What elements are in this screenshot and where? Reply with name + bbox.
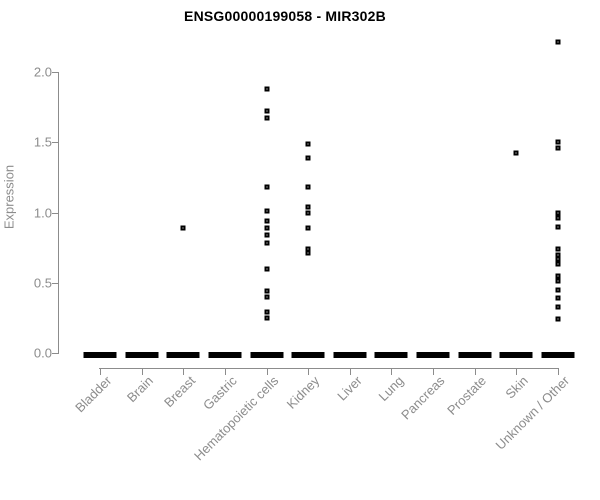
data-point <box>513 150 519 156</box>
x-axis-line <box>99 368 559 369</box>
data-point <box>305 210 311 215</box>
data-point <box>305 225 311 231</box>
y-axis-tick <box>52 212 58 214</box>
x-category-label: Unknown / Other <box>493 373 573 453</box>
zero-cluster-bar <box>125 352 159 358</box>
y-axis-line <box>58 72 59 354</box>
x-axis-tick <box>183 368 185 375</box>
x-axis-tick <box>391 368 393 375</box>
data-point <box>180 225 186 231</box>
data-point <box>305 250 311 256</box>
data-point <box>264 294 270 300</box>
data-point <box>555 256 561 262</box>
data-point <box>305 246 311 252</box>
data-point <box>305 204 311 210</box>
data-point <box>264 218 270 224</box>
data-point <box>264 115 270 121</box>
data-point <box>264 208 270 214</box>
zero-cluster-bar <box>83 352 117 358</box>
y-axis-label: Expression <box>1 164 17 230</box>
x-axis-tick <box>224 368 226 375</box>
y-axis-tick <box>52 142 58 144</box>
zero-cluster-bar <box>333 352 367 358</box>
zero-cluster-bar <box>499 352 533 358</box>
data-point <box>305 141 311 147</box>
data-point <box>555 139 561 145</box>
zero-cluster-bar <box>541 352 575 358</box>
y-tick-label: 1.0 <box>33 205 52 220</box>
data-point <box>555 316 561 322</box>
x-axis-tick <box>474 368 476 375</box>
data-point <box>555 215 561 221</box>
x-category-label: Prostate <box>444 373 490 418</box>
x-axis-tick <box>141 368 143 375</box>
y-axis-tick <box>52 282 58 284</box>
x-axis-tick <box>308 368 310 375</box>
x-category-label: Breast <box>160 373 198 411</box>
data-point <box>264 86 270 92</box>
data-point <box>555 295 561 301</box>
data-point <box>264 288 270 294</box>
x-axis-tick <box>100 368 101 375</box>
x-category-label: Kidney <box>284 373 323 412</box>
y-tick-label: 0.5 <box>33 275 52 291</box>
y-axis-tick <box>52 353 58 354</box>
y-tick-label: 2.0 <box>33 64 52 80</box>
x-category-label: Lung <box>375 373 407 405</box>
data-point <box>555 273 561 279</box>
x-axis-tick <box>433 368 435 375</box>
y-tick-label: 0.0 <box>33 345 52 361</box>
zero-cluster-bar <box>374 352 408 358</box>
y-tick-label: 1.5 <box>33 134 52 150</box>
x-category-label: Brain <box>124 373 157 406</box>
data-point <box>305 184 311 190</box>
data-point <box>555 145 561 151</box>
data-point <box>305 155 311 161</box>
data-point <box>555 246 561 252</box>
data-point <box>555 39 561 45</box>
data-point <box>264 232 270 238</box>
data-point <box>264 225 270 231</box>
chart-title: ENSG00000199058 - MIR302B <box>184 8 386 24</box>
x-category-label: Gastric <box>199 373 240 413</box>
data-point <box>555 252 561 258</box>
data-point <box>264 266 270 272</box>
data-point <box>264 315 270 321</box>
data-point <box>555 210 561 215</box>
zero-cluster-bar <box>208 352 242 358</box>
zero-cluster-bar <box>458 352 492 358</box>
x-category-label: Skin <box>502 373 531 402</box>
y-axis-tick <box>52 72 58 73</box>
x-axis-tick <box>266 368 268 375</box>
x-category-label: Bladder <box>72 373 115 416</box>
data-point <box>555 287 561 293</box>
zero-cluster-bar <box>416 352 450 358</box>
zero-cluster-bar <box>166 352 200 358</box>
data-point <box>264 108 270 114</box>
zero-cluster-bar <box>291 352 325 358</box>
x-category-label: Liver <box>333 373 365 404</box>
data-point <box>555 304 561 310</box>
data-point <box>264 240 270 246</box>
data-point <box>555 278 561 284</box>
data-point <box>555 261 561 267</box>
x-category-label: Pancreas <box>398 373 448 423</box>
x-axis-tick <box>557 368 559 375</box>
data-point <box>264 184 270 190</box>
x-axis-tick <box>349 368 351 375</box>
x-axis-tick <box>516 368 518 375</box>
zero-cluster-bar <box>250 352 284 358</box>
data-point <box>555 224 561 230</box>
data-point <box>264 309 270 315</box>
